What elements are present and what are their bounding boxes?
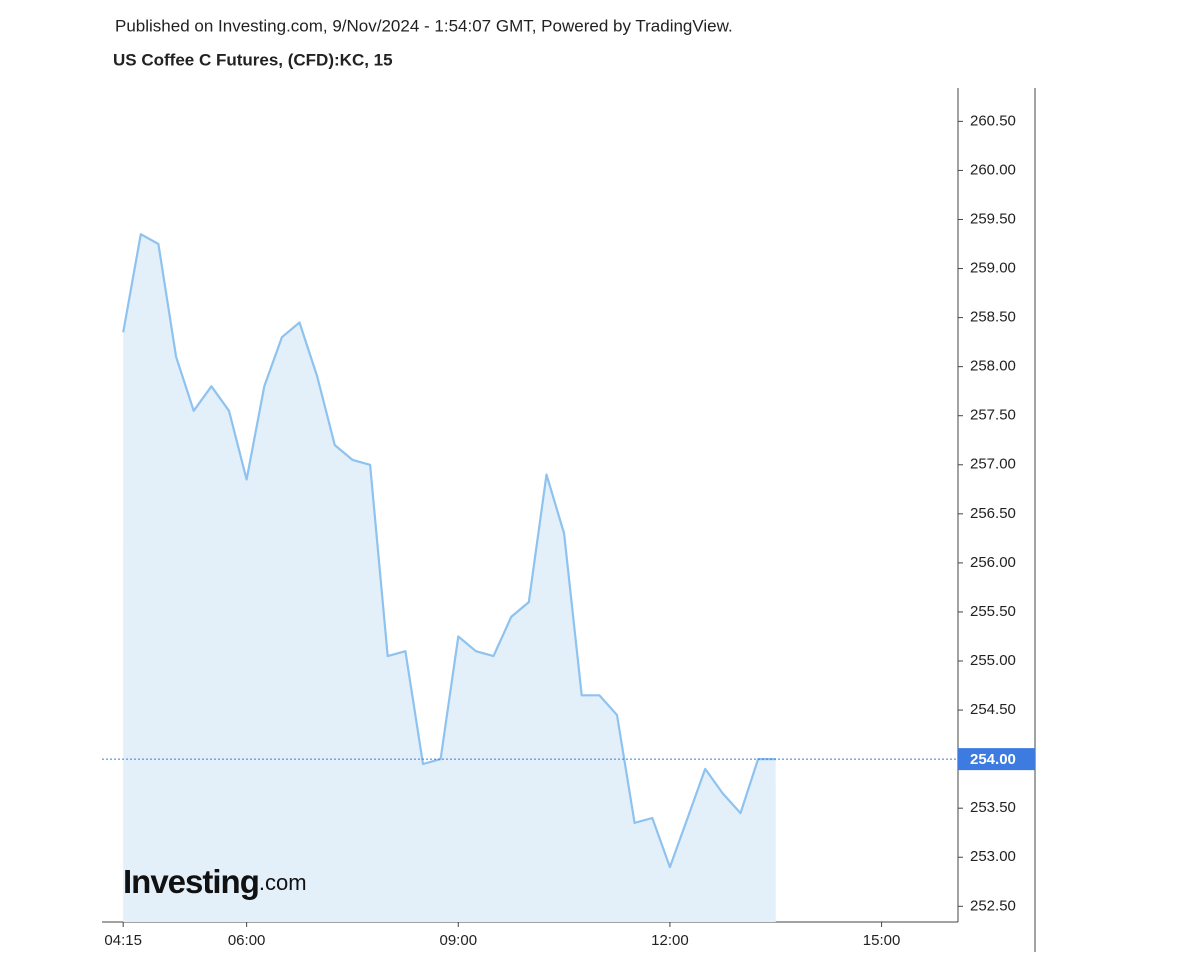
y-tick-label: 253.00: [970, 848, 1016, 865]
y-tick-label: 256.00: [970, 554, 1016, 571]
publisher-note: Published on Investing.com, 9/Nov/2024 -…: [115, 16, 733, 35]
price-line: [122, 233, 776, 869]
watermark-suffix: .com: [259, 870, 307, 895]
watermark-brand: Investing: [123, 863, 259, 900]
x-tick-label: 06:00: [228, 932, 266, 949]
y-tick-label: 255.00: [970, 652, 1016, 669]
y-tick-label: 257.00: [970, 456, 1016, 473]
watermark: Investing.com: [123, 863, 307, 900]
chart-title: US Coffee C Futures, (CFD):KC, 15: [113, 50, 393, 69]
y-tick-label: 260.00: [970, 161, 1016, 178]
x-tick-label: 09:00: [440, 932, 478, 949]
y-tick-label: 260.50: [970, 112, 1016, 129]
y-tick-label: 255.50: [970, 603, 1016, 620]
x-tick-label: 12:00: [651, 932, 689, 949]
y-tick-label: 254.50: [970, 701, 1016, 718]
x-tick-label: 15:00: [863, 932, 901, 949]
y-tick-label: 259.00: [970, 260, 1016, 277]
y-tick-label: 258.50: [970, 309, 1016, 326]
last-price-box: [958, 748, 1035, 771]
x-tick-label: 04:15: [104, 932, 142, 949]
y-tick-label: 252.50: [970, 897, 1016, 914]
area-fill: [123, 234, 776, 922]
last-price-label: 254.00: [970, 751, 1016, 768]
y-tick-label: 257.50: [970, 407, 1016, 424]
y-tick-label: 253.50: [970, 799, 1016, 816]
y-tick-label: 256.50: [970, 505, 1016, 522]
y-tick-label: 259.50: [970, 210, 1016, 227]
y-tick-label: 258.00: [970, 358, 1016, 375]
